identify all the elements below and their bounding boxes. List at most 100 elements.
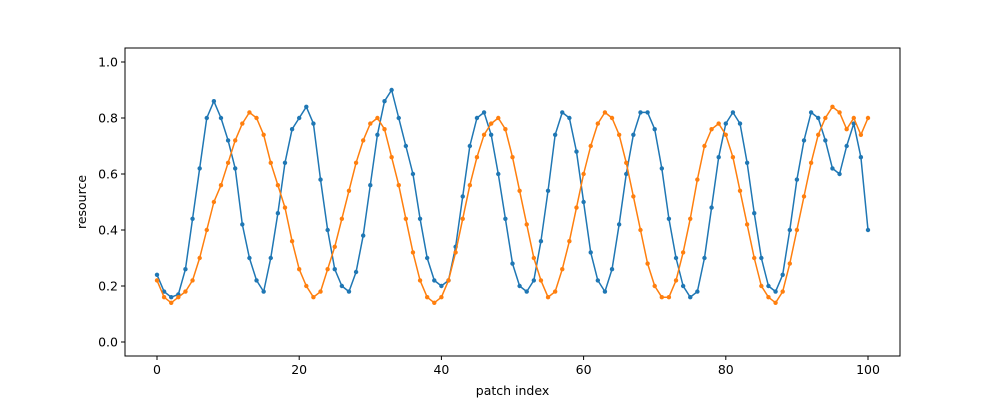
series-2-point [680, 250, 686, 255]
series-2-point [524, 222, 529, 227]
series-2-point [375, 115, 380, 121]
series-2-point [190, 278, 195, 283]
series-1-point [439, 283, 444, 289]
series-1-point [787, 227, 792, 233]
series-1-point [702, 255, 707, 261]
series-1-point [844, 143, 849, 149]
series-2-point [424, 295, 430, 300]
series-2-point [481, 132, 487, 137]
series-2-point [318, 289, 323, 294]
series-2-point [154, 278, 160, 283]
series-2-point [858, 132, 864, 137]
series-1-point [496, 171, 501, 177]
series-2-point [737, 188, 743, 193]
series-2-point [389, 155, 394, 160]
series-2-point [837, 110, 842, 115]
series-1-point [801, 138, 807, 143]
series-1-point [830, 166, 835, 171]
series-1-point [275, 211, 281, 216]
x-tick-label: 0 [153, 362, 161, 377]
series-2-point [631, 194, 636, 199]
series-2-point [844, 127, 849, 132]
series-2-point [688, 216, 693, 221]
series-2-point [823, 115, 828, 121]
series-1-point [282, 160, 288, 165]
series-1-point [460, 194, 465, 199]
series-2-point [510, 155, 515, 160]
series-2-point [624, 160, 629, 165]
series-2-point [560, 267, 565, 272]
series-2-point [652, 283, 657, 289]
x-tick-label: 60 [576, 362, 592, 377]
series-2-point [233, 138, 238, 143]
series-1-point [688, 295, 693, 300]
series-2-point [567, 239, 572, 244]
series-2-point [289, 239, 295, 244]
series-2-point [659, 295, 665, 300]
series-2-point [382, 127, 387, 132]
series-2-point [247, 110, 252, 115]
series-1-point [403, 143, 409, 149]
series-2-point [488, 121, 494, 126]
series-2-point [496, 115, 501, 121]
series-2-point [766, 295, 771, 300]
series-2-point [865, 115, 871, 121]
x-tick-label: 100 [856, 362, 880, 377]
series-1-point [744, 160, 750, 165]
series-2-point [801, 194, 807, 199]
series-2-point [432, 300, 437, 305]
series-1-point [410, 171, 416, 177]
series-2-point [225, 160, 231, 165]
series-2-point [723, 132, 728, 137]
series-1-point [311, 121, 316, 126]
series-2-point [353, 160, 359, 165]
series-1-point [737, 121, 743, 126]
series-2-point [787, 261, 792, 266]
series-2-point [609, 115, 615, 121]
series-1-point [858, 155, 864, 160]
series-2-point [368, 121, 373, 126]
series-1-point [332, 267, 337, 272]
series-2-point [460, 216, 465, 221]
series-2-point [709, 127, 714, 132]
series-2-point [574, 205, 579, 210]
series-2-point [169, 300, 174, 305]
series-1-point [524, 289, 529, 294]
y-axis-label: resource [74, 175, 89, 229]
series-1-point [154, 272, 160, 277]
series-2-point [645, 261, 650, 266]
series-1-point [304, 104, 309, 110]
series-1-point [780, 272, 785, 277]
series-1-point [723, 121, 728, 126]
series-2-point [453, 250, 458, 255]
series-2-point [339, 216, 345, 221]
series-2-point [773, 300, 778, 305]
series-1-point [730, 110, 736, 115]
series-1-point [318, 177, 323, 182]
y-axis: 0.0 0.2 0.4 0.6 0.8 1.0 [98, 55, 125, 350]
series-2-point [183, 289, 188, 294]
series-2-point [410, 250, 416, 255]
y-tick-label: 1.0 [98, 55, 118, 70]
series-2-point [396, 183, 401, 188]
series-1-point [240, 222, 245, 227]
series-2-point [616, 132, 622, 137]
series-1-point [673, 255, 679, 261]
series-1-point [631, 132, 636, 137]
series-2-point [595, 121, 601, 126]
y-tick-label: 0.8 [98, 111, 118, 126]
series-1-point [602, 289, 608, 294]
series-2-point [346, 188, 352, 193]
series-2-point [752, 255, 757, 261]
series-1-point [360, 233, 366, 238]
series-1-point [396, 115, 401, 121]
series-2-point [240, 121, 245, 126]
series-1-point [645, 110, 650, 115]
series-1-point [211, 99, 217, 104]
series-1-point [481, 110, 487, 115]
y-tick-label: 0.0 [98, 335, 118, 350]
series-1-point [552, 132, 558, 137]
series-1-point [190, 216, 195, 221]
series-1-point [510, 261, 515, 266]
